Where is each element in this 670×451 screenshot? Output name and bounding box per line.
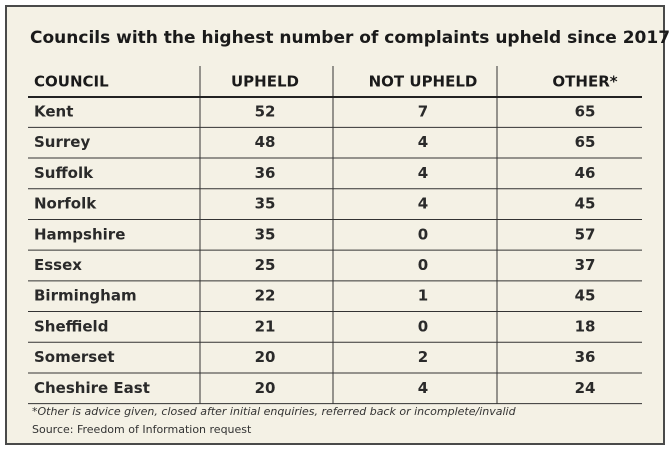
- table-cell: 65: [575, 133, 596, 151]
- table-cell: 52: [255, 103, 276, 121]
- table-cell: 18: [575, 317, 596, 335]
- table-cell: 7: [418, 103, 428, 121]
- council-name: Cheshire East: [34, 379, 150, 397]
- council-name: Somerset: [34, 348, 115, 366]
- council-name: Sheffield: [34, 317, 108, 335]
- table-cell: 57: [575, 225, 596, 243]
- table-cell: 45: [575, 287, 596, 305]
- column-header: COUNCIL: [34, 73, 109, 91]
- table-cell: 36: [255, 164, 276, 182]
- table-cell: 35: [255, 195, 276, 213]
- footnote: *Other is advice given, closed after ini…: [32, 405, 517, 418]
- table-cell: 45: [575, 195, 596, 213]
- table-cell: 48: [255, 133, 276, 151]
- table-cell: 24: [575, 379, 596, 397]
- table-cell: 1: [418, 287, 428, 305]
- column-header: OTHER*: [552, 73, 617, 91]
- table-cell: 4: [418, 195, 428, 213]
- council-name: Norfolk: [34, 195, 97, 213]
- council-name: Hampshire: [34, 225, 125, 243]
- table-cell: 21: [255, 317, 276, 335]
- table-cell: 0: [418, 225, 428, 243]
- council-name: Suffolk: [34, 164, 94, 182]
- table-cell: 4: [418, 379, 428, 397]
- title: Councils with the highest number of comp…: [30, 28, 670, 48]
- frame: [5, 5, 665, 445]
- table-cell: 4: [418, 164, 428, 182]
- column-header: NOT UPHELD: [369, 73, 478, 91]
- table-cell: 20: [255, 379, 276, 397]
- table-cell: 35: [255, 225, 276, 243]
- council-name: Surrey: [34, 133, 90, 151]
- source: Source: Freedom of Information request: [32, 423, 252, 436]
- table-cell: 65: [575, 103, 596, 121]
- table-cell: 36: [575, 348, 596, 366]
- table-cell: 0: [418, 317, 428, 335]
- table-cell: 46: [575, 164, 596, 182]
- council-name: Birmingham: [34, 287, 137, 305]
- council-name: Essex: [34, 256, 82, 274]
- table-cell: 0: [418, 256, 428, 274]
- council-name: Kent: [34, 103, 73, 121]
- column-header: UPHELD: [231, 73, 299, 91]
- table-cell: 37: [575, 256, 596, 274]
- table-cell: 25: [255, 256, 276, 274]
- table-cell: 20: [255, 348, 276, 366]
- table-cell: 22: [255, 287, 276, 305]
- table-cell: 2: [418, 348, 428, 366]
- table-cell: 4: [418, 133, 428, 151]
